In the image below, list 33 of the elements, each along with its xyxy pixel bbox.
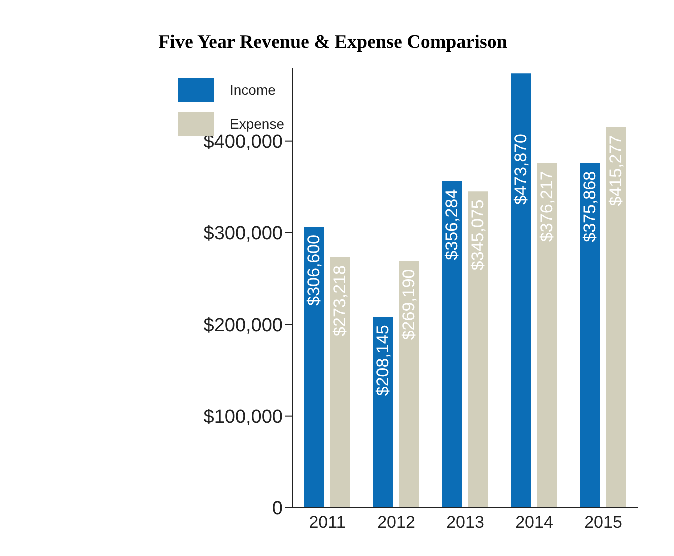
data-label: $269,190 [400,269,419,340]
x-tick-label: 2015 [584,513,622,532]
bar [399,261,420,508]
bar [373,317,394,508]
y-tick-label: $300,000 [204,224,283,245]
x-tick-label: 2012 [378,513,416,532]
bar [537,163,558,508]
bar [580,163,600,508]
x-tick-label: 2014 [516,513,554,532]
data-label: $473,870 [512,134,531,205]
data-label: $375,868 [580,171,600,242]
y-tick-label: $400,000 [204,132,283,154]
chart-title: Five Year Revenue & Expense Comparison [158,32,508,55]
y-tick-label: 0 [272,498,283,520]
data-label: $356,284 [442,189,462,260]
y-tick-label: $200,000 [204,315,283,336]
data-label: $208,145 [374,325,393,396]
data-label: $376,217 [538,171,557,242]
y-tick-label: $100,000 [204,407,283,428]
bar [468,192,488,508]
data-label: $345,075 [468,200,488,271]
bar [442,181,462,508]
bar [606,127,626,508]
bar [511,74,532,508]
x-tick-label: 2013 [446,513,484,532]
x-tick-label: 2011 [309,513,346,532]
bar [330,258,350,508]
legend-label: Expense [230,116,284,132]
legend-label: Income [230,82,276,98]
data-label: $273,218 [330,266,350,336]
data-label: $415,277 [606,135,626,206]
bar [304,226,324,508]
data-label: $306,600 [304,234,324,306]
